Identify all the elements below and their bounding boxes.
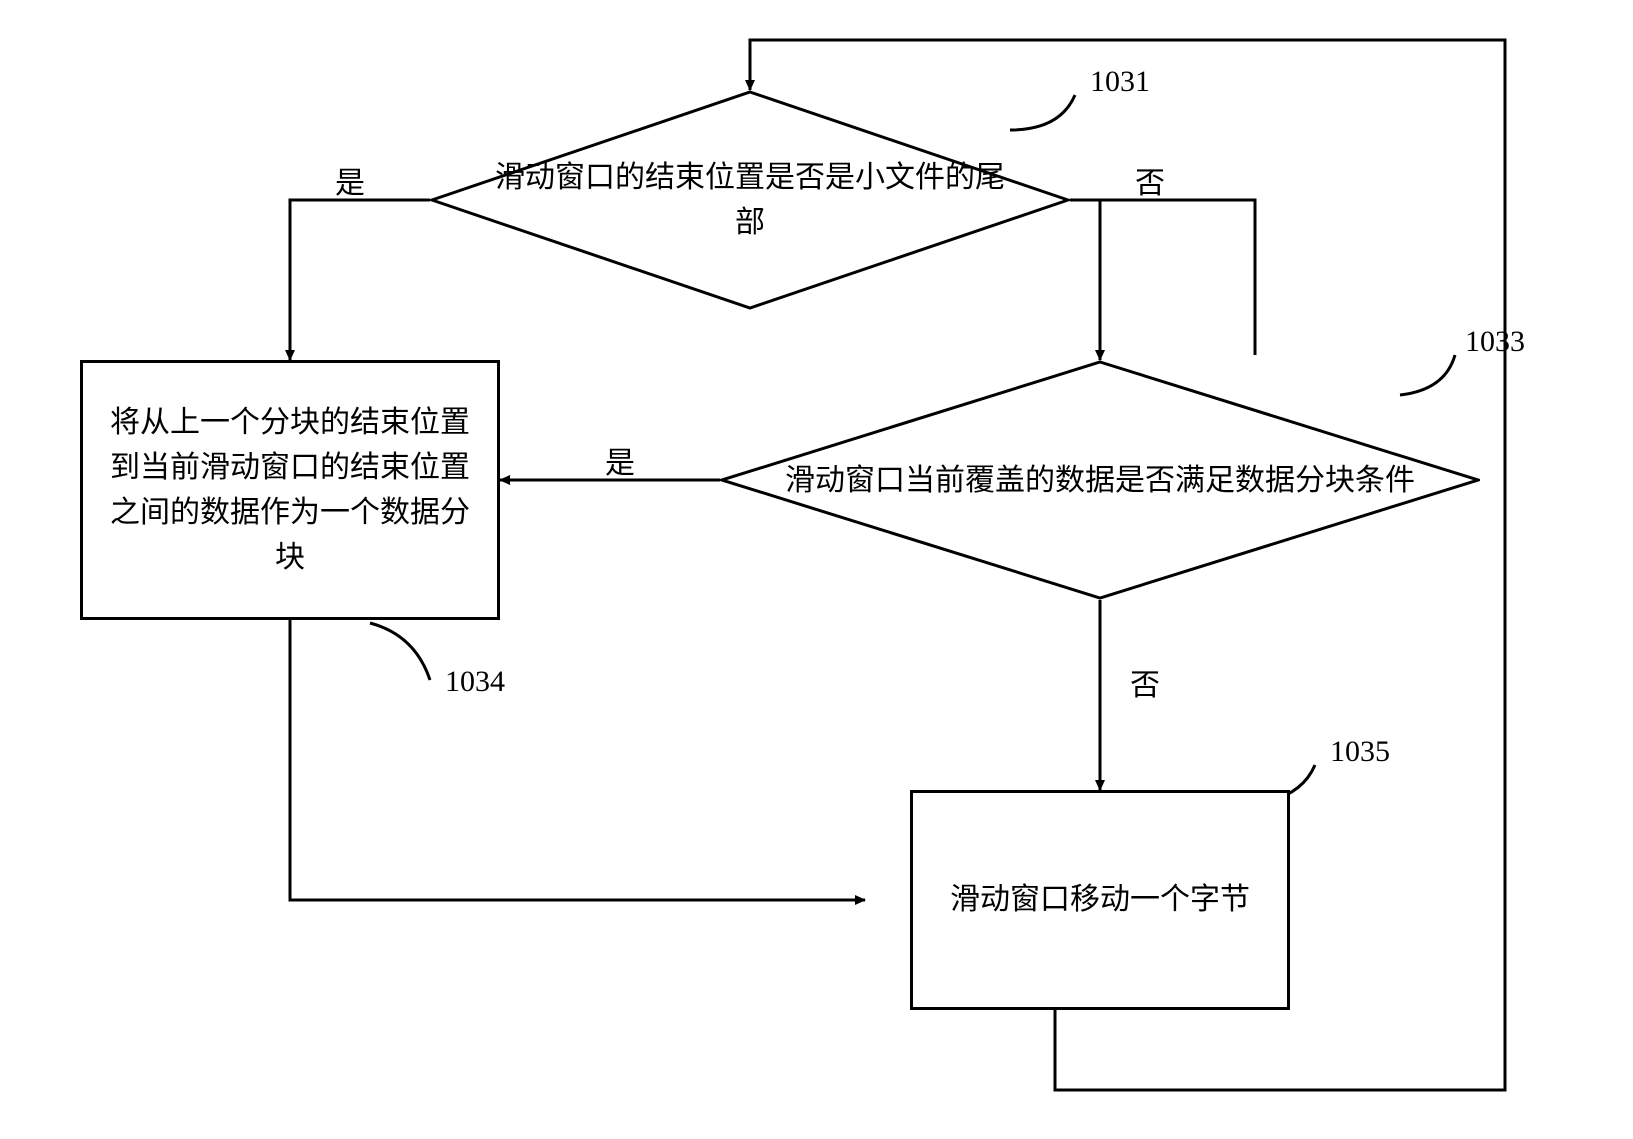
- flowchart-canvas: 滑动窗口的结束位置是否是小文件的尾部 滑动窗口当前覆盖的数据是否满足数据分块条件…: [0, 0, 1633, 1139]
- edge-label-no-1: 否: [1135, 158, 1165, 202]
- edge-1031-yes-to-1034: [290, 200, 430, 360]
- process-1034: 将从上一个分块的结束位置到当前滑动窗口的结束位置之间的数据作为一个数据分块: [80, 360, 500, 620]
- node-number-1031: 1031: [1090, 65, 1150, 99]
- decision-1033: 滑动窗口当前覆盖的数据是否满足数据分块条件: [720, 360, 1480, 600]
- process-1034-text: 将从上一个分块的结束位置到当前滑动窗口的结束位置之间的数据作为一个数据分块: [105, 400, 475, 580]
- node-number-1033: 1033: [1465, 325, 1525, 359]
- edge-1031-no-to-1033-a: [1070, 200, 1255, 355]
- process-1035-text: 滑动窗口移动一个字节: [950, 876, 1250, 924]
- callout-1034: [370, 623, 430, 680]
- edge-label-yes-2: 是: [605, 438, 635, 482]
- node-number-1035: 1035: [1330, 735, 1390, 769]
- decision-1033-text: 滑动窗口当前覆盖的数据是否满足数据分块条件: [725, 458, 1475, 503]
- edge-1031-no-to-1033: [1070, 200, 1100, 360]
- edge-label-yes-1: 是: [335, 158, 365, 202]
- node-number-1034: 1034: [445, 665, 505, 699]
- edge-1034-to-1035: [290, 620, 865, 900]
- decision-1031: 滑动窗口的结束位置是否是小文件的尾部: [430, 90, 1070, 310]
- process-1035: 滑动窗口移动一个字节: [910, 790, 1290, 1010]
- decision-1031-text: 滑动窗口的结束位置是否是小文件的尾部: [430, 155, 1070, 245]
- edge-label-no-2: 否: [1130, 660, 1160, 704]
